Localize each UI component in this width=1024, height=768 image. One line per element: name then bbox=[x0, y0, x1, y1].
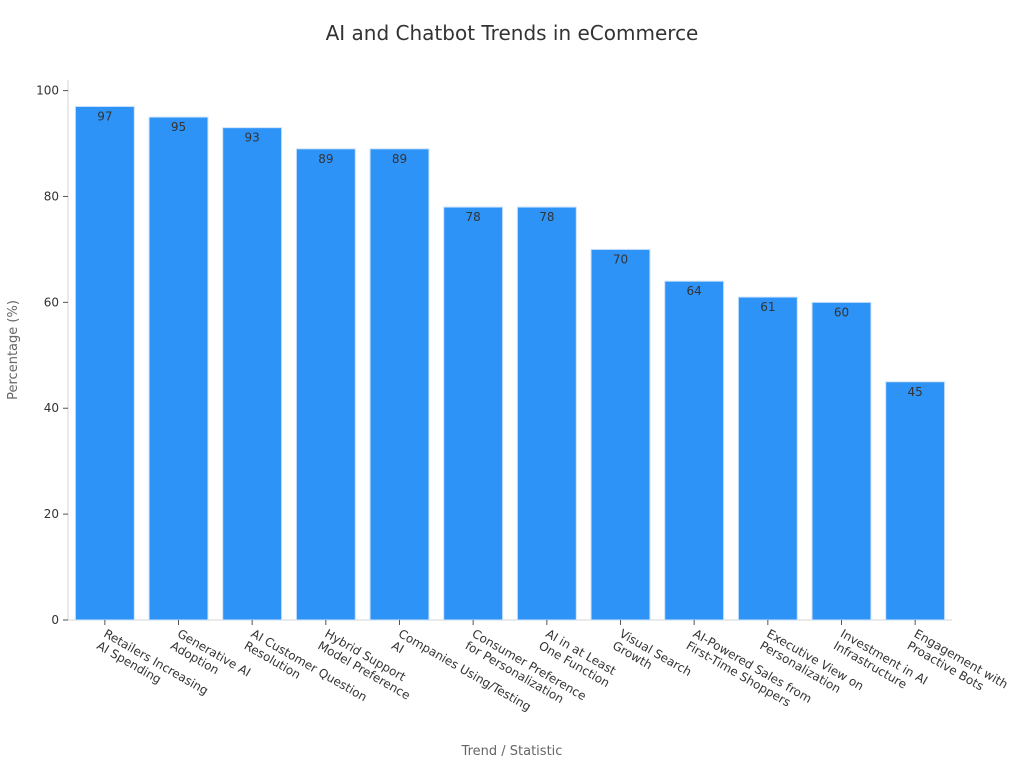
y-axis-label: Percentage (%) bbox=[6, 300, 21, 400]
x-axis-label: Trend / Statistic bbox=[461, 744, 563, 759]
value-label: 61 bbox=[760, 300, 775, 314]
y-tick-label: 100 bbox=[36, 84, 59, 98]
y-tick-label: 40 bbox=[44, 401, 59, 415]
x-tick-label: Visual SearchGrowth bbox=[610, 626, 694, 691]
x-tick-label: Engagement withProactive Bots bbox=[905, 626, 1011, 703]
y-tick-label: 80 bbox=[44, 189, 59, 203]
value-label: 45 bbox=[908, 385, 923, 399]
bar bbox=[443, 206, 504, 621]
bar bbox=[295, 148, 356, 621]
y-tick-label: 20 bbox=[44, 507, 59, 521]
value-label: 78 bbox=[539, 210, 554, 224]
bar bbox=[74, 105, 135, 621]
value-label: 70 bbox=[613, 252, 628, 266]
bar bbox=[664, 280, 725, 621]
bar bbox=[590, 248, 651, 621]
bar bbox=[885, 381, 946, 621]
bar bbox=[516, 206, 577, 621]
y-tick-label: 60 bbox=[44, 295, 59, 309]
bar bbox=[369, 148, 430, 621]
value-label: 64 bbox=[687, 284, 702, 298]
chart-title: AI and Chatbot Trends in eCommerce bbox=[326, 21, 699, 45]
bar bbox=[811, 301, 872, 621]
bar bbox=[737, 296, 798, 621]
bar bbox=[148, 116, 209, 621]
value-label: 93 bbox=[245, 131, 260, 145]
y-tick-label: 0 bbox=[51, 613, 59, 627]
value-label: 89 bbox=[318, 152, 333, 166]
value-label: 60 bbox=[834, 305, 849, 319]
bar bbox=[222, 127, 283, 621]
value-label: 95 bbox=[171, 120, 186, 134]
value-label: 97 bbox=[97, 109, 112, 123]
value-label: 78 bbox=[466, 210, 481, 224]
value-label: 89 bbox=[392, 152, 407, 166]
